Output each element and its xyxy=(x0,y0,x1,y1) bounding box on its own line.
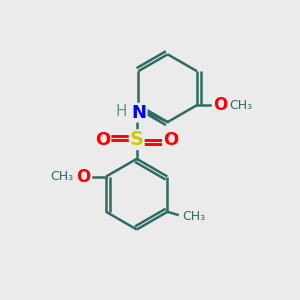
Text: CH₃: CH₃ xyxy=(182,210,205,223)
Text: S: S xyxy=(130,130,144,149)
Text: CH₃: CH₃ xyxy=(230,99,253,112)
Text: O: O xyxy=(95,131,110,149)
Text: O: O xyxy=(163,131,178,149)
Text: H: H xyxy=(116,104,127,119)
Text: N: N xyxy=(132,103,147,122)
Text: O: O xyxy=(213,96,227,114)
Text: CH₃: CH₃ xyxy=(51,170,74,183)
Text: O: O xyxy=(76,167,90,185)
